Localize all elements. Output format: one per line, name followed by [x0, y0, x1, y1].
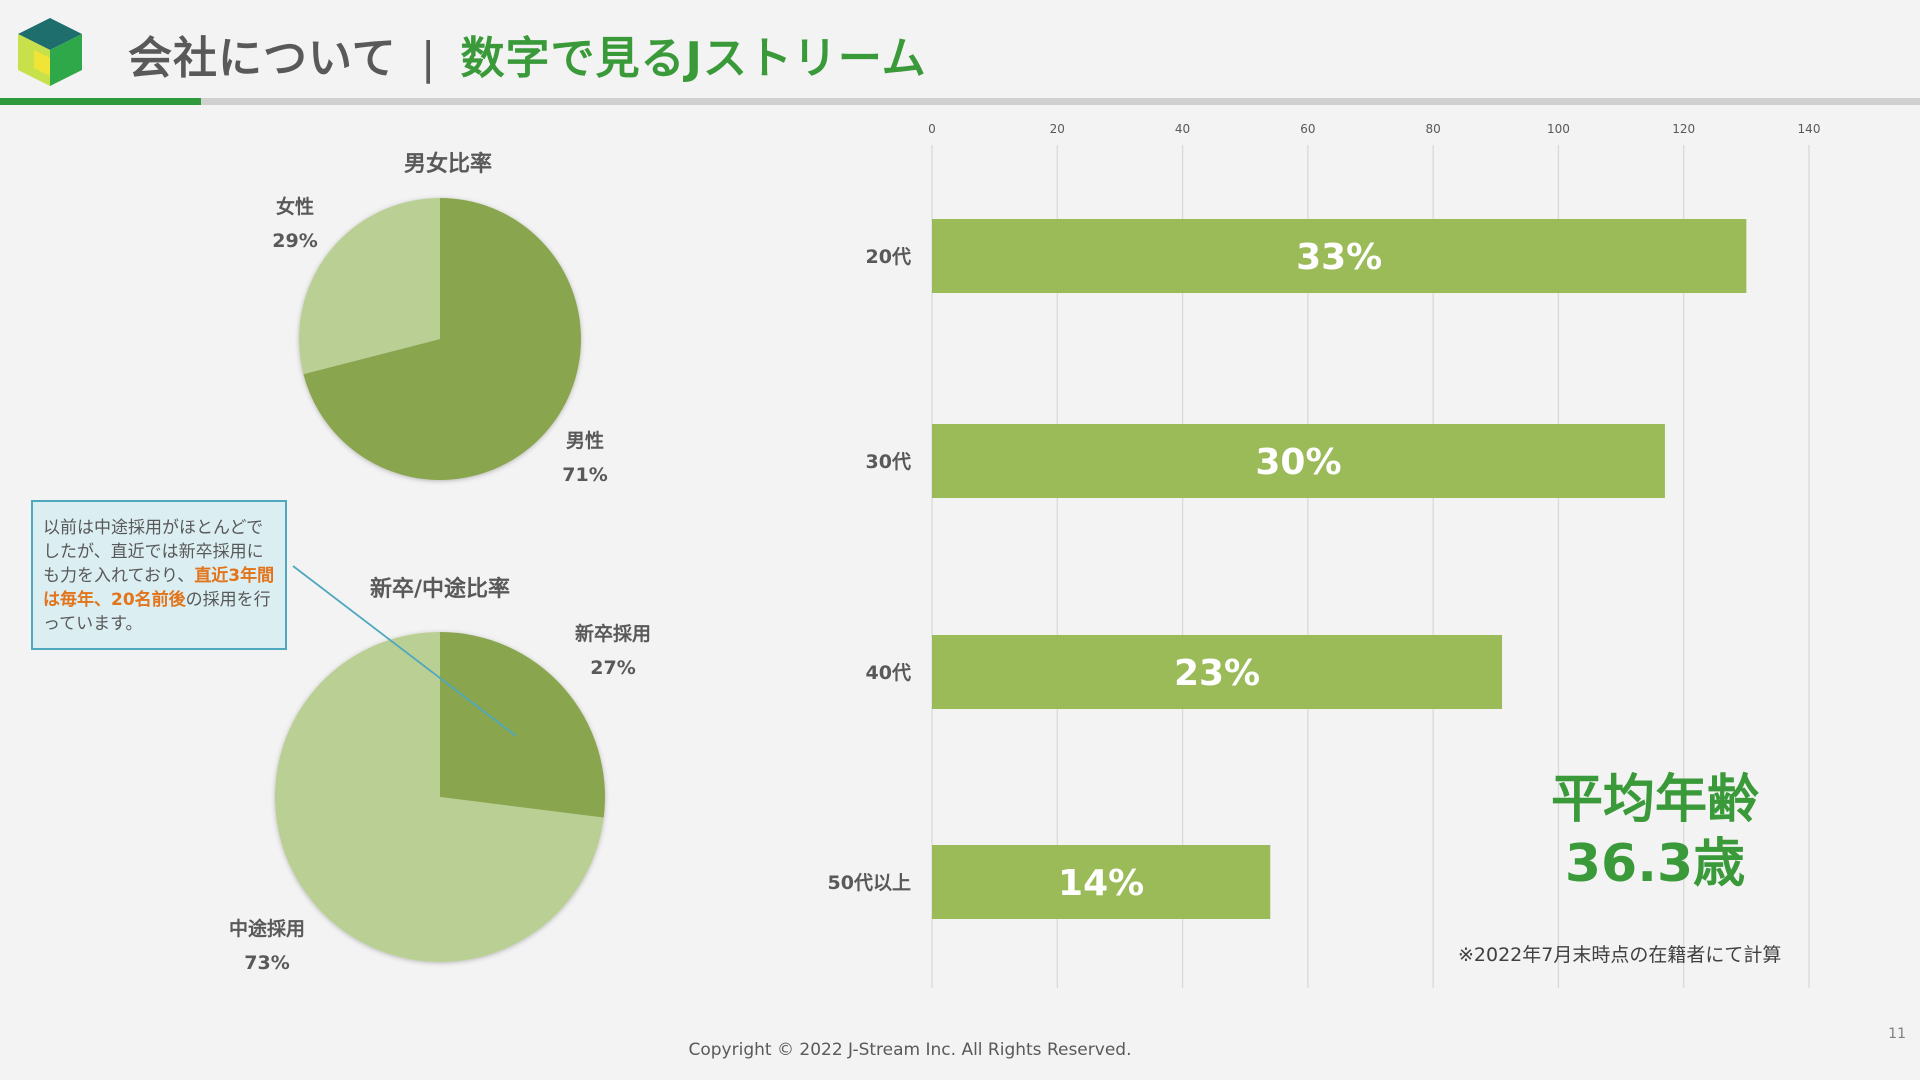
x-tick-label-120: 120	[1672, 122, 1695, 136]
bar-data-label-1: 30%	[1255, 442, 1341, 483]
bar-data-label-2: 23%	[1174, 653, 1260, 694]
hire-pie-label-new-grad: 新卒採用 27%	[574, 623, 652, 679]
bar-2	[932, 635, 1503, 709]
copyright: Copyright © 2022 J-Stream Inc. All Right…	[688, 1040, 1132, 1060]
x-tick-label-100: 100	[1547, 122, 1570, 136]
gender-pie-slice-1	[299, 198, 440, 375]
gender-pie-label-male: 男性 71%	[562, 430, 608, 486]
callout-highlight: 直近3年間は毎年、20名前後	[43, 566, 275, 610]
callout-text-2: の採用を行っています。	[43, 590, 271, 634]
average-age-label: 平均年齢	[1550, 770, 1760, 830]
hire-pie-slice-0	[440, 632, 605, 818]
logo-right-face	[50, 34, 82, 86]
hiring-callout: 以前は中途採用がほとんどでしたが、直近では新卒採用にも力を入れており、直近3年間…	[31, 500, 287, 650]
x-tick-label-20: 20	[1050, 122, 1065, 136]
bar-data-label-3: 14%	[1058, 863, 1144, 904]
title-underline-accent	[0, 98, 201, 105]
hire-pie-label-mid-career: 中途採用 73%	[228, 918, 306, 974]
bar-data-label-0: 33%	[1296, 237, 1382, 278]
title-underline	[0, 98, 1920, 105]
page-number: 11	[1888, 1026, 1906, 1042]
category-label-1: 30代	[866, 451, 911, 473]
gender-pie	[299, 198, 581, 480]
title-separator: |	[420, 33, 437, 84]
x-tick-label-0: 0	[928, 122, 936, 136]
page-title: 会社について | 数字で見るJストリーム	[128, 22, 927, 86]
average-age-value: 36.3歳	[1564, 834, 1746, 894]
jstream-logo	[18, 18, 82, 86]
title-topic: 数字で見るJストリーム	[460, 33, 927, 84]
callout-leader-line	[292, 565, 517, 737]
bar-1	[932, 424, 1665, 498]
hire-pie-slice-1	[275, 632, 604, 963]
callout-text-1: 以前は中途採用がほとんどでしたが、直近では新卒採用にも力を入れており、	[43, 518, 264, 586]
gender-pie-title: 男女比率	[403, 152, 493, 177]
x-tick-label-60: 60	[1300, 122, 1315, 136]
logo-inner-face	[34, 50, 50, 76]
x-tick-label-140: 140	[1798, 122, 1821, 136]
footnote: ※2022年7月末時点の在籍者にて計算	[1458, 944, 1782, 966]
title-section: 会社について	[128, 33, 397, 84]
gender-pie-slice-0	[303, 198, 581, 480]
bar-3	[932, 845, 1271, 919]
category-label-2: 40代	[866, 662, 911, 684]
hire-pie	[275, 632, 605, 963]
x-tick-label-80: 80	[1426, 122, 1441, 136]
category-label-0: 20代	[866, 246, 911, 268]
x-tick-label-40: 40	[1175, 122, 1190, 136]
bar-0	[932, 219, 1747, 293]
gender-pie-label-female: 女性 29%	[272, 196, 318, 252]
category-label-3: 50代以上	[828, 872, 911, 894]
average-age: 平均年齢 36.3歳	[1551, 768, 1759, 896]
hire-pie-title: 新卒/中途比率	[369, 577, 511, 602]
